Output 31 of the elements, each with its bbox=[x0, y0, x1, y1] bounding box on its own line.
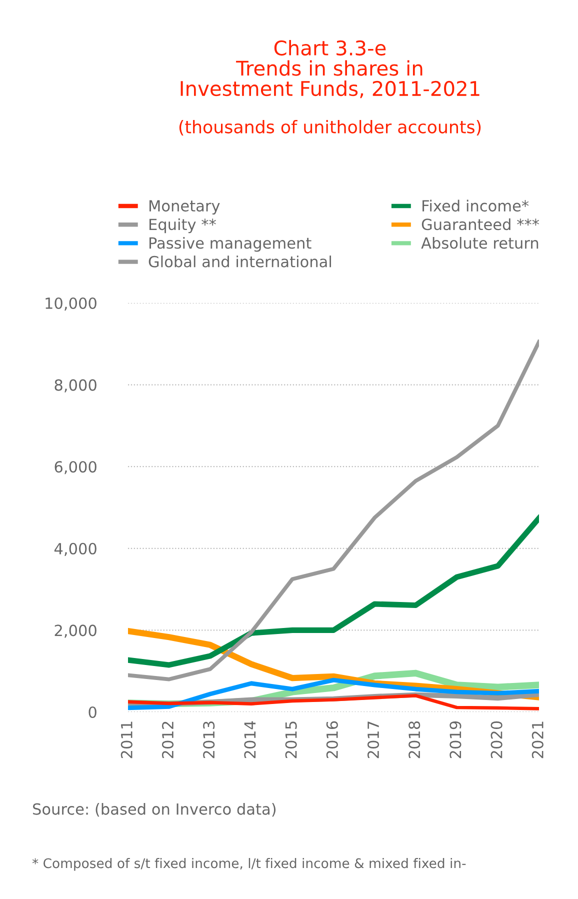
legend-label: Equity ** bbox=[149, 218, 216, 234]
legend-label: Monetary bbox=[149, 200, 220, 215]
x-tick-label: 2021 bbox=[532, 722, 544, 758]
x-tick-label: 2015 bbox=[285, 722, 297, 758]
y-tick-label: 8,000 bbox=[54, 379, 96, 392]
chart-subtitle: (thousands of unitholder accounts) bbox=[179, 120, 481, 136]
x-tick-label: 2013 bbox=[203, 722, 215, 758]
y-tick-label: 2,000 bbox=[54, 624, 96, 638]
y-tick-label: 10,000 bbox=[46, 297, 96, 311]
line-series bbox=[128, 694, 539, 710]
x-tick-label: 2020 bbox=[490, 721, 502, 758]
source-note: Source: (based on Inverco data) bbox=[33, 803, 276, 817]
y-tick-label: 6,000 bbox=[54, 461, 96, 474]
legend-label: Guaranteed *** bbox=[422, 218, 540, 230]
line-series bbox=[128, 340, 539, 682]
x-tick-label: 2018 bbox=[408, 721, 420, 758]
x-tick-label: 2012 bbox=[162, 722, 174, 758]
legend-label: Global and international bbox=[148, 256, 331, 268]
text: * Composed of s/t fixed income, l/t fixed income & mixed fixed in- bbox=[32, 858, 466, 871]
y-tick-label: 4,000 bbox=[54, 542, 96, 556]
y-tick-label: 0 bbox=[88, 706, 96, 718]
x-tick-label: 2017 bbox=[367, 722, 380, 758]
x-tick-label: 2016 bbox=[326, 721, 338, 758]
legend-label: Fixed income* bbox=[422, 200, 529, 212]
legend-label: Absolute return bbox=[421, 236, 538, 249]
chart-title: Chart 3.3-e Trends in shares in Investment Funds, 2011-2021 bbox=[180, 40, 480, 98]
x-tick-label: 2019 bbox=[450, 721, 462, 758]
legend-label: Passive management bbox=[149, 236, 312, 252]
x-tick-label: 2014 bbox=[244, 721, 256, 758]
x-tick-label: 2011 bbox=[120, 722, 132, 758]
line-series bbox=[128, 678, 539, 710]
